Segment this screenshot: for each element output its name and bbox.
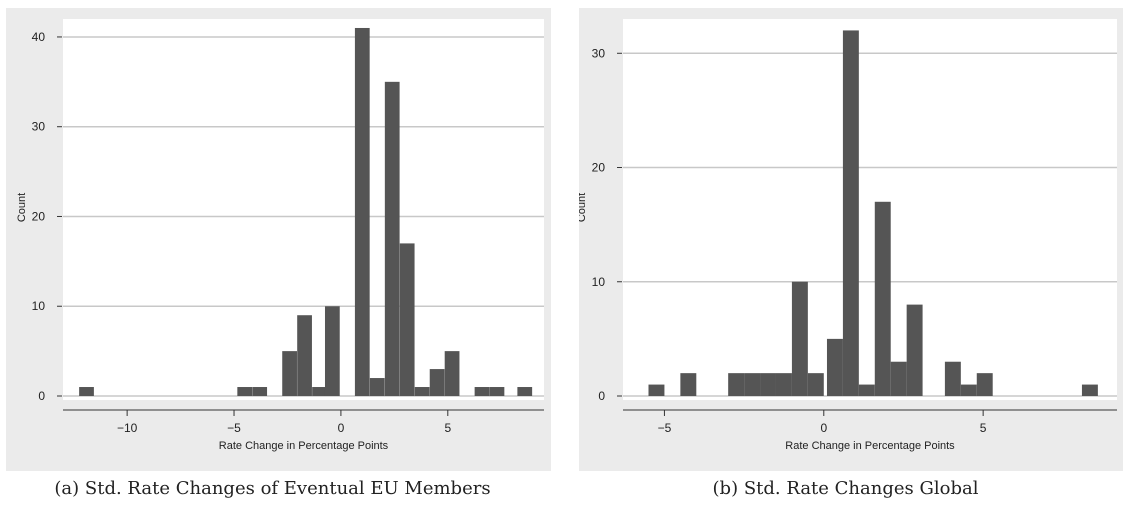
histogram-bar [79, 387, 94, 396]
x-tick-label: 5 [980, 421, 987, 435]
histogram-bar [791, 281, 808, 396]
histogram-panel-b: 0 10 20 30 −5 0 5 Rate Change in Percentage Poi… [579, 8, 1123, 471]
y-tick-label: 0 [38, 389, 45, 403]
histogram-bar [312, 387, 327, 396]
histogram-bar [517, 387, 533, 396]
caption-a: (a) Std. Rate Changes of Eventual EU Mem… [54, 478, 491, 499]
x-tick-label: 5 [444, 421, 451, 435]
x-tick-label: 0 [338, 421, 345, 435]
y-tick-label: 20 [592, 161, 606, 175]
y-tick-label: 30 [592, 46, 606, 60]
histogram-bar [807, 373, 824, 396]
histogram-bar [906, 304, 923, 396]
histogram-bar [354, 27, 370, 396]
histogram-bar [384, 81, 400, 396]
histogram-bar [760, 373, 776, 396]
histogram-bar [444, 351, 460, 396]
histogram-bar [842, 30, 859, 396]
histogram-bar [252, 387, 268, 396]
histogram-bar [369, 378, 385, 396]
histogram-bar [976, 373, 993, 396]
histogram-bar [237, 387, 253, 396]
y-axis-label: Count [579, 193, 588, 222]
x-axis-label: Rate Change in Percentage Points [219, 440, 389, 452]
histogram-panel-a: 0 10 20 30 40 −10 −5 0 5 Rate Change in Percentag… [6, 8, 551, 471]
x-axis-label: Rate Change in Percentage Points [785, 440, 955, 452]
plot-area [623, 19, 1117, 400]
histogram-bar [858, 384, 875, 396]
histogram-bar [890, 361, 907, 396]
histogram-chart-a: 0 10 20 30 40 −10 −5 0 5 Rate Change in Percentag… [16, 19, 544, 452]
histogram-bar [744, 373, 761, 396]
histogram-bar [399, 243, 415, 396]
x-tick-label: −10 [117, 421, 138, 435]
histogram-bar [1081, 384, 1098, 396]
histogram-bar [775, 373, 792, 396]
x-tick-label: −5 [658, 421, 672, 435]
y-axis-label: Count [16, 193, 28, 222]
y-tick-label: 40 [32, 30, 46, 44]
histogram-chart-b: 0 10 20 30 −5 0 5 Rate Change in Percentage Poi… [579, 19, 1117, 452]
y-tick-label: 10 [32, 299, 46, 313]
histogram-bar [826, 338, 843, 396]
histogram-bar [474, 387, 490, 396]
histogram-bar [297, 315, 312, 396]
histogram-bar [414, 387, 430, 396]
histogram-bar [944, 361, 961, 396]
x-tick-label: 0 [820, 421, 827, 435]
histogram-bar [282, 351, 297, 396]
histogram-bar [489, 387, 505, 396]
y-tick-label: 20 [32, 209, 46, 223]
x-tick-label: −5 [227, 421, 241, 435]
histogram-bar [324, 306, 340, 396]
histogram-bar [680, 373, 697, 396]
histogram-bar [960, 384, 977, 396]
histogram-bar [648, 384, 665, 396]
y-tick-label: 30 [32, 120, 46, 134]
y-tick-label: 10 [592, 275, 606, 289]
histogram-bar [874, 201, 891, 396]
histogram-bar [429, 369, 445, 396]
y-tick-label: 0 [598, 389, 605, 403]
caption-b: (b) Std. Rate Changes Global [712, 478, 979, 499]
histogram-bar [728, 373, 745, 396]
